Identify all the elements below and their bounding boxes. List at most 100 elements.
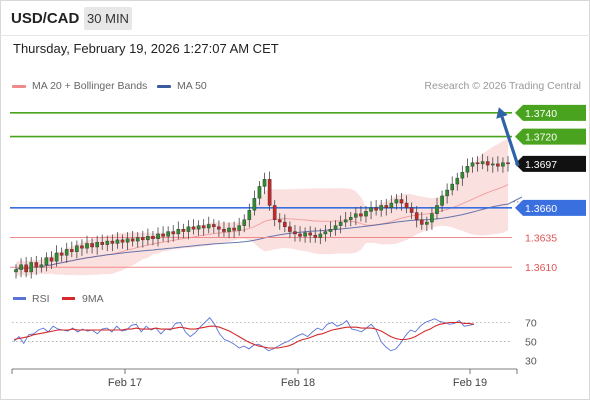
- candle-body: [450, 183, 455, 191]
- candle-body: [222, 228, 226, 232]
- candle-body: [24, 264, 28, 273]
- candle-body: [171, 231, 176, 235]
- candle-body: [181, 228, 186, 232]
- candle-body: [125, 238, 130, 243]
- candle-body: [44, 257, 49, 266]
- candle-body: [308, 232, 312, 236]
- candle-body: [242, 219, 247, 226]
- candle-body: [115, 239, 120, 244]
- research-credit: Research © 2026 Trading Central: [424, 80, 581, 92]
- header-divider: [0, 35, 590, 36]
- level-label-1.3610: 1.3610: [525, 262, 557, 274]
- candle-body: [151, 236, 155, 239]
- candle-body: [49, 257, 54, 262]
- candle-body: [105, 240, 110, 245]
- candle-body: [217, 226, 221, 230]
- candle-body: [206, 224, 211, 229]
- rsi-tick-70: 70: [525, 317, 537, 329]
- candle-body: [247, 209, 252, 220]
- legend-ma50: MA 50: [157, 80, 207, 92]
- candle-body: [496, 163, 500, 167]
- candle-body: [252, 198, 257, 211]
- candle-body: [141, 237, 145, 241]
- level-tag-1.3720: [515, 128, 586, 145]
- candle-body: [14, 269, 18, 273]
- rsi-ma-swatch-icon: [62, 297, 75, 300]
- candle-body: [59, 252, 64, 256]
- candle-body: [475, 162, 480, 165]
- last-price-label: 1.3697: [525, 159, 557, 171]
- candle-body: [419, 219, 424, 225]
- candle-body: [409, 207, 414, 213]
- candle-body: [374, 207, 378, 211]
- candle-body: [288, 226, 292, 232]
- candle-body: [460, 171, 465, 179]
- candle-body: [359, 213, 363, 217]
- candle-body: [232, 227, 236, 231]
- candle-body: [480, 161, 485, 165]
- header-bar: USD/CAD 30 MIN: [0, 0, 590, 36]
- candle-body: [425, 221, 429, 225]
- x-tick-label: Feb 19: [453, 377, 487, 389]
- candle-body: [379, 205, 383, 211]
- candle-body: [85, 243, 89, 249]
- last-price-tag: [515, 155, 586, 172]
- candle-body: [430, 213, 434, 223]
- level-tag-1.3740: [515, 104, 586, 121]
- candle-body: [257, 186, 262, 199]
- candle-body: [369, 207, 373, 212]
- candle-body: [313, 234, 318, 238]
- candle-body: [166, 231, 170, 237]
- candle-body: [95, 242, 99, 248]
- rsi-ma-legend-label: 9MA: [82, 293, 104, 305]
- candle-body: [470, 162, 475, 167]
- candle-body: [394, 199, 399, 204]
- forecast-arrow-head-icon: [496, 107, 508, 119]
- bollinger-swatch-icon: [12, 84, 26, 88]
- forecast-arrow-shaft: [500, 116, 520, 167]
- level-label-1.3740: 1.3740: [525, 108, 557, 120]
- legend-ma50-label: MA 50: [177, 80, 207, 92]
- candle-body: [445, 189, 449, 197]
- candle-body: [354, 213, 358, 218]
- candle-body: [293, 231, 297, 235]
- candle-body: [176, 228, 181, 235]
- candle-body: [283, 221, 287, 228]
- candle-body: [323, 231, 328, 235]
- legend-bollinger: MA 20 + Bollinger Bands: [12, 80, 147, 92]
- rsi-legend-label: RSI: [32, 293, 50, 305]
- candle-body: [414, 212, 419, 220]
- level-label-1.3720: 1.3720: [525, 132, 557, 144]
- candle-body: [100, 242, 105, 245]
- candle-body: [404, 202, 409, 209]
- candle-body: [490, 163, 495, 166]
- candle-body: [440, 195, 444, 206]
- candle-body: [485, 161, 490, 166]
- timeframe-badge[interactable]: 30 MIN: [84, 7, 132, 30]
- candle-body: [338, 221, 343, 226]
- timestamp: Thursday, February 19, 2026 1:27:07 AM C…: [13, 41, 279, 56]
- candle-body: [328, 228, 333, 232]
- candle-body: [277, 219, 282, 223]
- candle-body: [120, 239, 125, 243]
- candle-body: [54, 252, 59, 262]
- candle-body: [75, 245, 79, 252]
- level-tag-1.3660: [515, 199, 586, 216]
- candle-body: [318, 233, 323, 238]
- candle-body: [272, 205, 277, 220]
- x-tick-label: Feb 18: [281, 377, 315, 389]
- candle-body: [212, 224, 216, 228]
- candle-body: [333, 225, 338, 230]
- candle-body: [364, 211, 368, 217]
- candle-body: [348, 217, 353, 220]
- candle-body: [146, 236, 150, 241]
- candle-body: [343, 219, 348, 223]
- candle-body: [298, 233, 302, 237]
- candle-body: [156, 233, 160, 239]
- candle-body: [29, 262, 34, 273]
- candle-body: [237, 225, 241, 231]
- candle-body: [201, 225, 206, 229]
- candle-body: [135, 237, 140, 242]
- legend-bollinger-label: MA 20 + Bollinger Bands: [32, 80, 148, 92]
